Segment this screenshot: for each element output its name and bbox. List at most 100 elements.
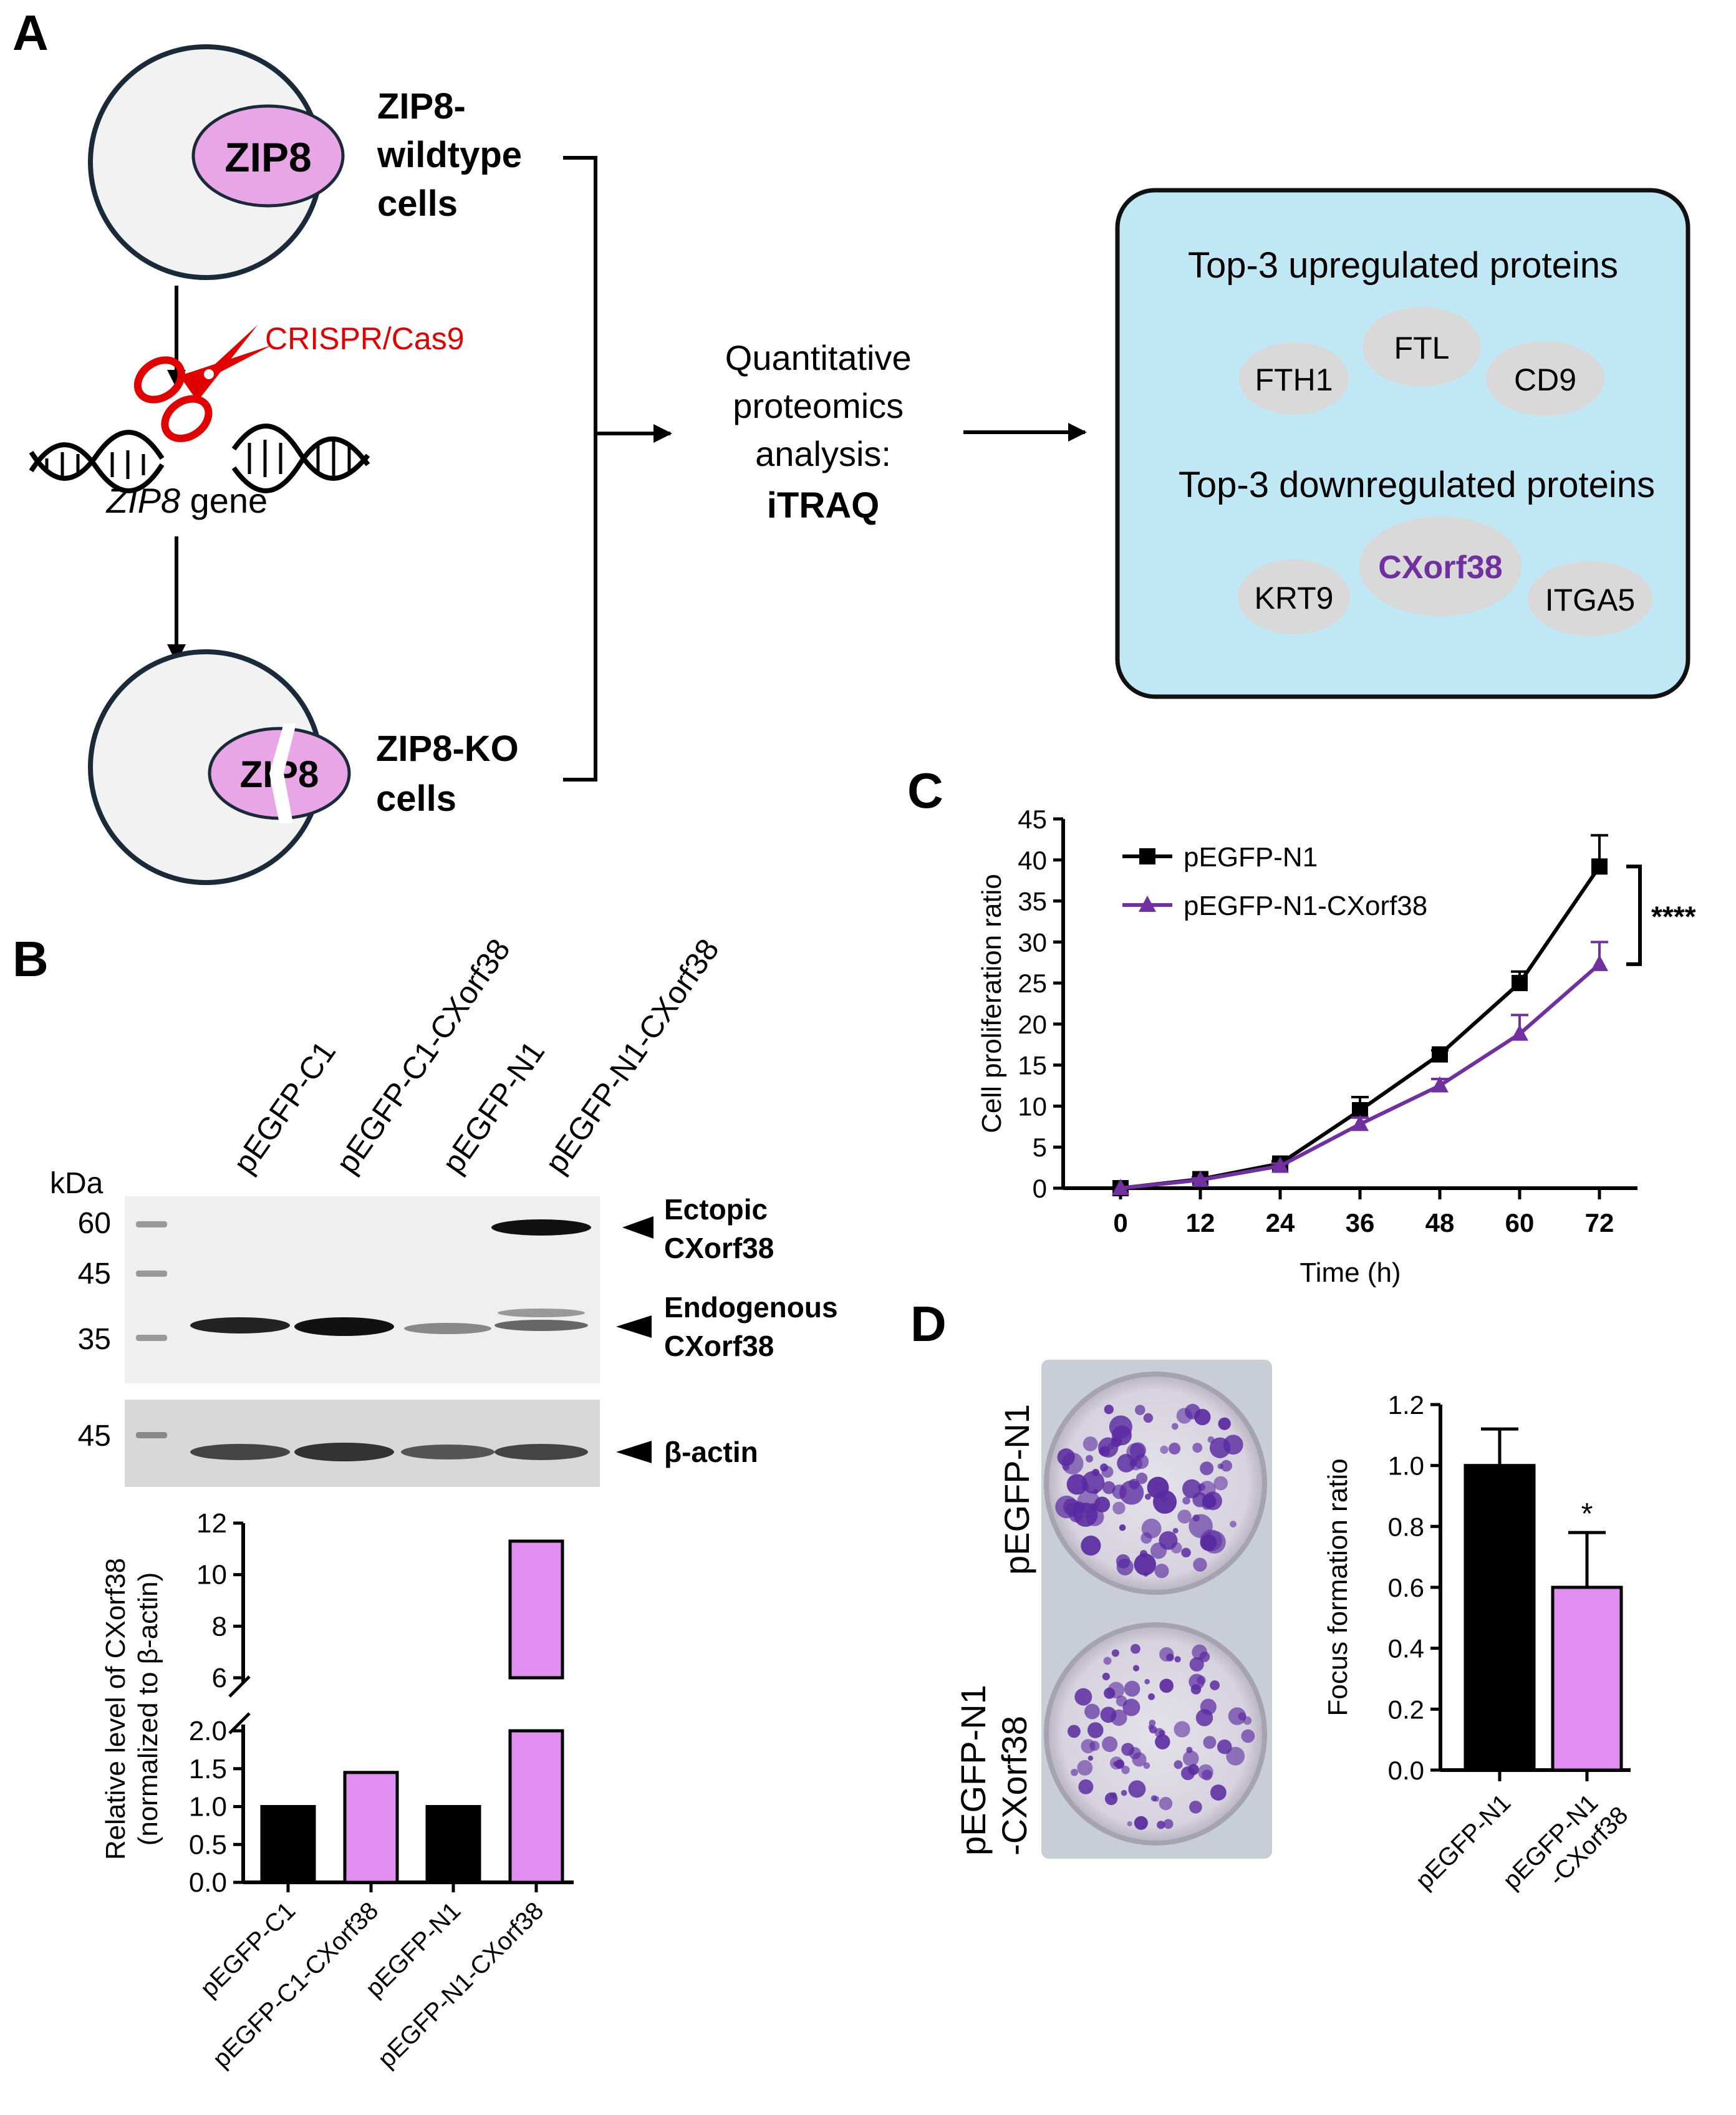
- y-axis-label: Focus formation ratio: [1323, 1458, 1353, 1716]
- downregulated-title: Top-3 downregulated proteins: [1179, 465, 1655, 505]
- y-tick-label: 1.2: [1388, 1390, 1424, 1420]
- colony: [1068, 1725, 1081, 1738]
- y-tick-label: 0.5: [189, 1829, 227, 1860]
- marker-45: 45: [78, 1257, 111, 1290]
- x-tick-label: 0: [1113, 1208, 1127, 1237]
- legend-label: pEGFP-N1: [1184, 842, 1318, 873]
- colony: [1121, 1743, 1134, 1756]
- protein-cxorf38: CXorf38: [1378, 549, 1502, 586]
- x-tick-label: 60: [1505, 1208, 1535, 1237]
- colony: [1081, 1739, 1096, 1754]
- colony: [1155, 1734, 1170, 1750]
- colony: [1066, 1474, 1087, 1495]
- colony: [1143, 1413, 1154, 1423]
- plate-label-1: pEGFP-N1: [997, 1404, 1036, 1575]
- y-tick-label: 30: [1018, 927, 1047, 957]
- method-itraq: iTRAQ: [767, 485, 879, 526]
- panel-label-b: B: [12, 931, 49, 987]
- bar: [343, 1771, 399, 1884]
- colony: [1154, 1564, 1169, 1579]
- colony: [1084, 1703, 1100, 1720]
- colony: [1111, 1436, 1122, 1448]
- colony: [1121, 1789, 1127, 1796]
- colony: [1063, 1463, 1070, 1471]
- method-label: Quantitative proteomics analysis:: [725, 338, 921, 473]
- colony: [1132, 1665, 1140, 1672]
- endogenous-band: [498, 1309, 585, 1317]
- actin-band: [294, 1443, 394, 1461]
- western-blot-actin: [125, 1400, 600, 1487]
- data-point: [1591, 954, 1608, 971]
- dna-icon-left: [29, 430, 165, 493]
- colony: [1174, 1721, 1190, 1738]
- panel-d: D pEGFP-N1 pEGFP-N1 -CXorf38 0.00.20.40.…: [910, 1296, 1633, 1895]
- colonies: [1055, 1403, 1255, 1830]
- colony: [1101, 1466, 1114, 1478]
- colony: [1139, 1550, 1148, 1558]
- y-tick-label: 35: [1018, 887, 1047, 916]
- protein-itga5: ITGA5: [1545, 583, 1635, 617]
- colony: [1104, 1792, 1118, 1806]
- band-pointer: [616, 1441, 652, 1463]
- bar: [508, 1539, 564, 1680]
- colony: [1209, 1437, 1231, 1458]
- bar: [425, 1805, 481, 1884]
- colony: [1181, 1547, 1191, 1558]
- colony: [1193, 1557, 1207, 1572]
- colony: [1087, 1722, 1104, 1738]
- y-tick-label: 0.4: [1388, 1634, 1424, 1663]
- x-tick-label: 48: [1425, 1208, 1455, 1237]
- colony: [1147, 1476, 1169, 1499]
- legend-marker: [1139, 848, 1155, 864]
- colony: [1157, 1821, 1165, 1829]
- colony: [1189, 1657, 1204, 1672]
- y-tick-label: 20: [1018, 1010, 1047, 1039]
- colony: [1200, 1534, 1217, 1551]
- significance-label: ****: [1651, 901, 1696, 933]
- ectopic-band: [491, 1219, 591, 1236]
- bar: [1464, 1464, 1536, 1772]
- colony: [1199, 1652, 1210, 1662]
- y-tick-label: 15: [1018, 1051, 1047, 1080]
- lane-label: pEGFP-N1-CXorf38: [538, 932, 726, 1179]
- data-point: [1512, 975, 1528, 992]
- colony: [1177, 1509, 1192, 1524]
- colony: [1136, 1472, 1148, 1484]
- x-axis-label: Time (h): [1300, 1257, 1401, 1288]
- colony: [1170, 1542, 1182, 1554]
- x-tick-label: 12: [1186, 1208, 1215, 1237]
- colony: [1102, 1481, 1116, 1494]
- colony: [1198, 1764, 1213, 1780]
- zip8-protein-wt: [191, 104, 345, 208]
- actin-band: [401, 1445, 494, 1459]
- colony: [1111, 1649, 1119, 1657]
- colony: [1078, 1779, 1094, 1794]
- colony: [1189, 1673, 1205, 1690]
- x-tick-label: 36: [1346, 1208, 1375, 1237]
- significance-label: *: [1581, 1498, 1593, 1531]
- colony: [1081, 1536, 1101, 1556]
- colony: [1182, 1496, 1190, 1505]
- upregulated-title: Top-3 upregulated proteins: [1188, 245, 1618, 286]
- x-tick-label: 72: [1585, 1208, 1614, 1237]
- y-tick-label: 10: [196, 1560, 227, 1590]
- y-tick-label: 0.0: [189, 1867, 227, 1898]
- colony: [1143, 1571, 1149, 1577]
- protein-ellipse: [1239, 342, 1349, 415]
- y-tick-label: 5: [1033, 1133, 1047, 1162]
- data-point: [1432, 1046, 1448, 1063]
- colony: [1159, 1647, 1174, 1662]
- colony: [1119, 1480, 1144, 1505]
- dna-icon-right: [231, 423, 370, 493]
- colony: [1198, 1483, 1205, 1491]
- colony: [1159, 1796, 1173, 1811]
- colony: [1140, 1532, 1152, 1544]
- colony: [1074, 1688, 1092, 1706]
- panel-a: A ZIP8 ZIP8- wildtype cells CRISPR/Cas9: [12, 5, 1690, 885]
- y-tick-label: 40: [1018, 846, 1047, 875]
- colony: [1159, 1730, 1165, 1736]
- significance-bracket: [1626, 864, 1642, 966]
- y-tick-label: 12: [196, 1508, 227, 1539]
- lane-label: pEGFP-C1: [226, 1035, 342, 1179]
